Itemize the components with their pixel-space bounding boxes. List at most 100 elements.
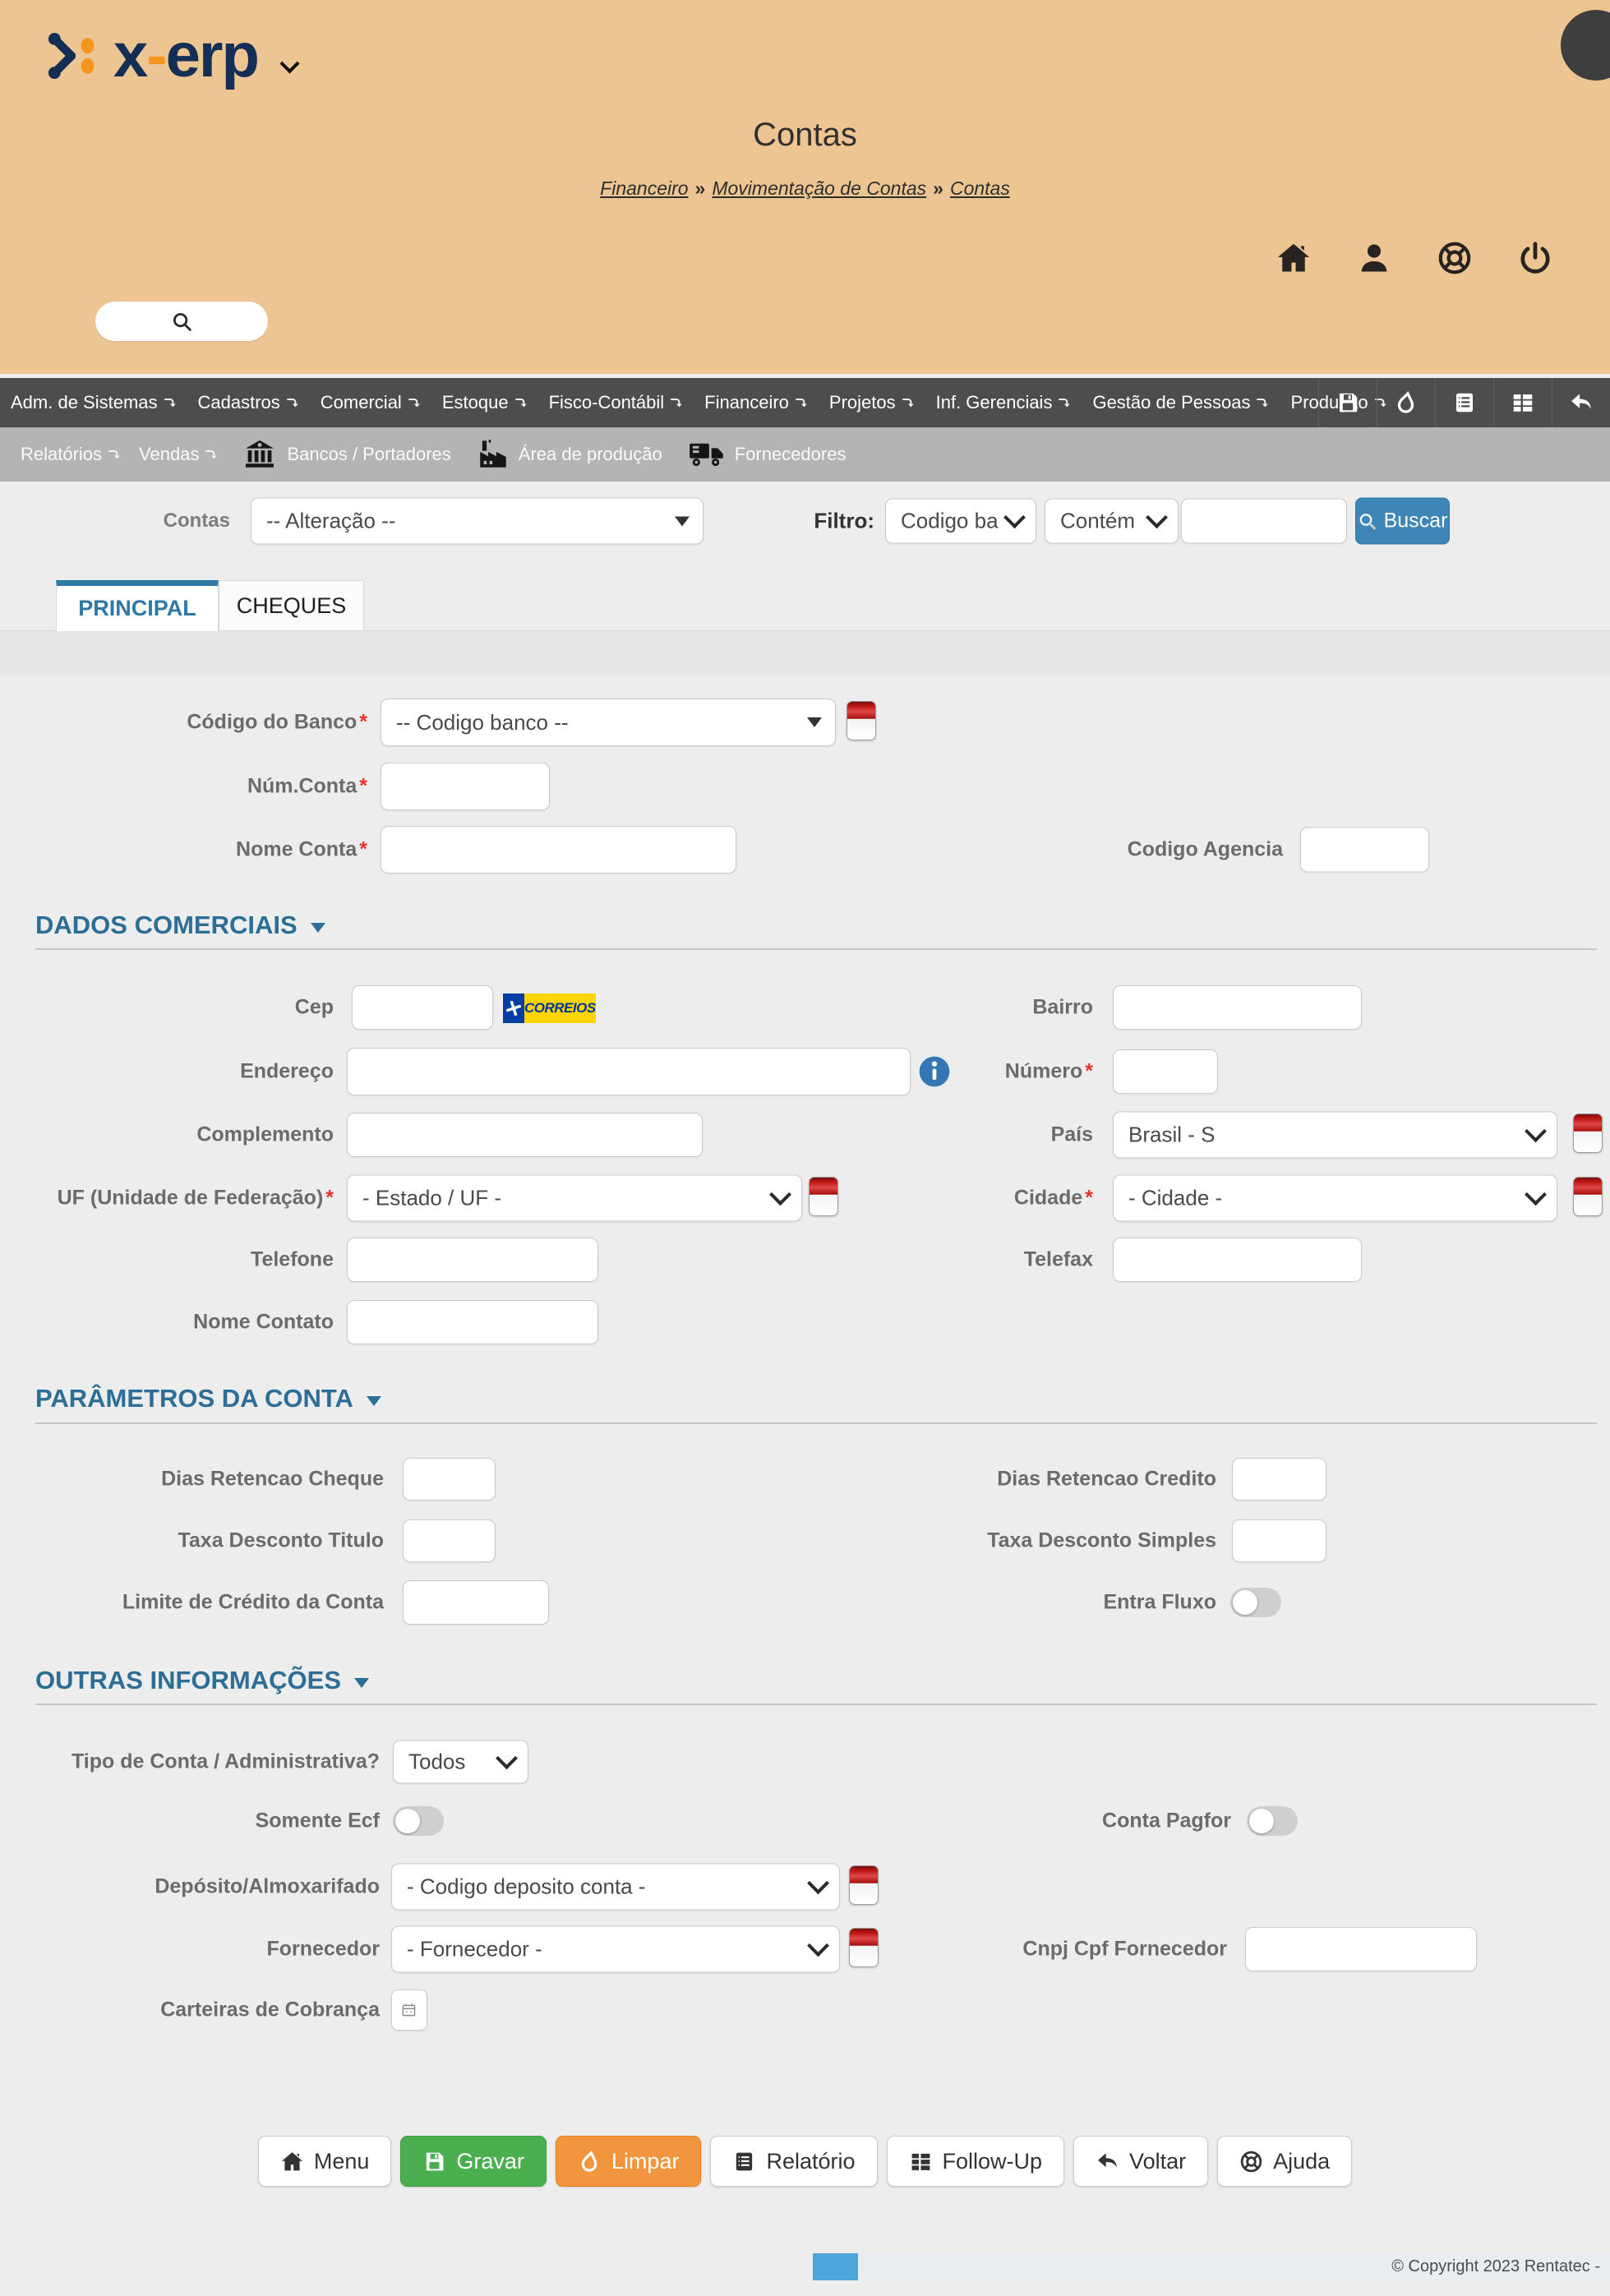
menu-item-financeiro[interactable]: Financeiro — [694, 378, 819, 427]
submenu-arrow-icon — [164, 396, 177, 409]
filter-field-select[interactable]: Codigo banco — [885, 498, 1036, 544]
breadcrumb-link-financeiro[interactable]: Financeiro — [600, 178, 689, 199]
logo[interactable]: x-erp — [46, 25, 300, 87]
complemento-input[interactable] — [347, 1113, 703, 1157]
fornecedor-select[interactable]: - Fornecedor - — [391, 1925, 840, 1973]
gravar-button[interactable]: Gravar — [400, 2136, 547, 2187]
limpar-button[interactable]: Limpar — [555, 2136, 702, 2187]
buscar-button[interactable]: Buscar — [1355, 497, 1450, 545]
corner-avatar-circle[interactable] — [1561, 10, 1610, 81]
clear-toolbar-button[interactable] — [1377, 378, 1435, 427]
conta-pagfor-toggle[interactable] — [1247, 1806, 1298, 1836]
fornecedor-lookup-icon[interactable] — [849, 1928, 879, 1967]
codigo-banco-value: -- Codigo banco -- — [396, 709, 569, 735]
section-parametros-conta[interactable]: PARÂMETROS DA CONTA — [35, 1384, 381, 1413]
back-toolbar-button[interactable] — [1552, 378, 1610, 427]
voltar-button[interactable]: Voltar — [1073, 2136, 1209, 2187]
ajuda-button[interactable]: Ajuda — [1217, 2136, 1353, 2187]
cidade-label: Cidade * — [1013, 1186, 1093, 1210]
home-icon[interactable] — [1276, 240, 1312, 276]
search-button[interactable] — [95, 302, 268, 341]
menu-item-fisco-contabil[interactable]: Fisco-Contábil — [538, 378, 694, 427]
chevron-down-icon[interactable] — [279, 53, 300, 74]
limite-credito-input[interactable] — [403, 1580, 549, 1625]
tab-principal[interactable]: PRINCIPAL — [56, 580, 219, 631]
bairro-label: Bairro — [1032, 995, 1093, 1019]
menu-item-estoque[interactable]: Estoque — [431, 378, 538, 427]
filter-search-input[interactable] — [1181, 498, 1347, 544]
codigo-agencia-input[interactable] — [1300, 827, 1429, 873]
save-icon — [1340, 393, 1358, 413]
submenu-item-fornecedores[interactable]: Fornecedores — [687, 439, 847, 470]
menu-item-projetos[interactable]: Projetos — [819, 378, 925, 427]
taxa-desconto-simples-input[interactable] — [1232, 1519, 1326, 1562]
correios-button[interactable]: CORREIOS — [503, 994, 596, 1023]
followup-button[interactable]: Follow-Up — [886, 2136, 1065, 2187]
entra-fluxo-toggle[interactable] — [1230, 1588, 1281, 1617]
correios-symbol-icon — [503, 994, 524, 1023]
bairro-input[interactable] — [1113, 985, 1362, 1030]
save-toolbar-button[interactable] — [1318, 378, 1377, 427]
deposito-lookup-icon[interactable] — [849, 1865, 879, 1905]
tipo-conta-select[interactable]: Todos — [393, 1740, 528, 1784]
help-lifering-icon[interactable] — [1437, 240, 1473, 276]
submenu-arrow-icon — [670, 396, 683, 409]
info-icon[interactable] — [918, 1055, 951, 1088]
nome-contato-label: Nome Contato — [193, 1310, 334, 1334]
telefax-input[interactable] — [1113, 1238, 1362, 1282]
followup-toolbar-button[interactable] — [1493, 378, 1552, 427]
section-outras-informacoes[interactable]: OUTRAS INFORMAÇÕES — [35, 1666, 369, 1695]
submenu-item-label: Bancos / Portadores — [287, 444, 451, 464]
menu-item-cadastros[interactable]: Cadastros — [187, 378, 310, 427]
telefone-input[interactable] — [347, 1238, 598, 1282]
cep-input[interactable] — [352, 985, 493, 1030]
submenu-item-vendas[interactable]: Vendas — [139, 444, 218, 465]
somente-ecf-toggle[interactable] — [393, 1806, 444, 1836]
nome-conta-input[interactable] — [381, 826, 736, 874]
endereco-input[interactable] — [347, 1048, 911, 1095]
report-toolbar-button[interactable] — [1435, 378, 1493, 427]
cidade-select[interactable]: - Cidade - — [1113, 1174, 1557, 1222]
menu-item-adm-de-sistemas[interactable]: Adm. de Sistemas — [0, 378, 187, 427]
submenu-item-relatorios[interactable]: Relatórios — [21, 444, 121, 465]
uf-lookup-icon[interactable] — [809, 1177, 838, 1216]
nome-contato-input[interactable] — [347, 1300, 598, 1344]
menu-item-gestao-de-pessoas[interactable]: Gestão de Pessoas — [1082, 378, 1280, 427]
filter-operator-select[interactable]: Contém — [1045, 498, 1179, 544]
codigo-banco-lookup-icon[interactable] — [847, 701, 876, 740]
section-rule — [35, 1704, 1597, 1705]
breadcrumb-link-movimentacao[interactable]: Movimentação de Contas — [712, 178, 927, 199]
bank-icon — [241, 437, 279, 472]
submenu-item-area-producao[interactable]: Área de produção — [476, 437, 662, 472]
chevron-down-icon — [1146, 506, 1168, 529]
dias-retencao-cheque-input[interactable] — [403, 1458, 496, 1501]
button-label: Gravar — [456, 2148, 524, 2174]
breadcrumb-link-contas[interactable]: Contas — [949, 178, 1010, 199]
codigo-banco-select[interactable]: -- Codigo banco -- — [381, 698, 836, 746]
uf-select[interactable]: - Estado / UF - — [347, 1174, 802, 1222]
power-icon[interactable] — [1517, 240, 1553, 276]
carteiras-cobranca-button[interactable] — [391, 1989, 427, 2031]
report-icon — [736, 2152, 753, 2170]
taxa-desconto-titulo-label: Taxa Desconto Titulo — [178, 1528, 384, 1552]
submenu-item-label: Fornecedores — [734, 444, 847, 464]
menu-item-inf-gerenciais[interactable]: Inf. Gerenciais — [925, 378, 1082, 427]
contas-mode-select[interactable]: -- Alteração -- — [251, 497, 704, 545]
clear-droplet-icon — [1397, 390, 1414, 413]
num-conta-input[interactable] — [381, 763, 550, 810]
menu-button[interactable]: Menu — [257, 2136, 392, 2187]
numero-input[interactable] — [1113, 1049, 1218, 1094]
user-icon[interactable] — [1356, 240, 1392, 276]
tab-cheques[interactable]: CHEQUES — [219, 580, 364, 631]
taxa-desconto-titulo-input[interactable] — [403, 1519, 496, 1562]
pais-select[interactable]: Brasil - S — [1113, 1111, 1557, 1159]
section-dados-comerciais[interactable]: DADOS COMERCIAIS — [35, 911, 325, 940]
dias-retencao-credito-input[interactable] — [1232, 1458, 1326, 1501]
menu-item-comercial[interactable]: Comercial — [310, 378, 431, 427]
cnpj-fornecedor-input[interactable] — [1245, 1927, 1477, 1971]
cidade-lookup-icon[interactable] — [1573, 1177, 1603, 1216]
pais-lookup-icon[interactable] — [1573, 1113, 1603, 1153]
relatorio-button[interactable]: Relatório — [710, 2136, 878, 2187]
deposito-select[interactable]: - Codigo deposito conta - — [391, 1863, 840, 1911]
submenu-item-bancos-portadores[interactable]: Bancos / Portadores — [241, 437, 451, 472]
